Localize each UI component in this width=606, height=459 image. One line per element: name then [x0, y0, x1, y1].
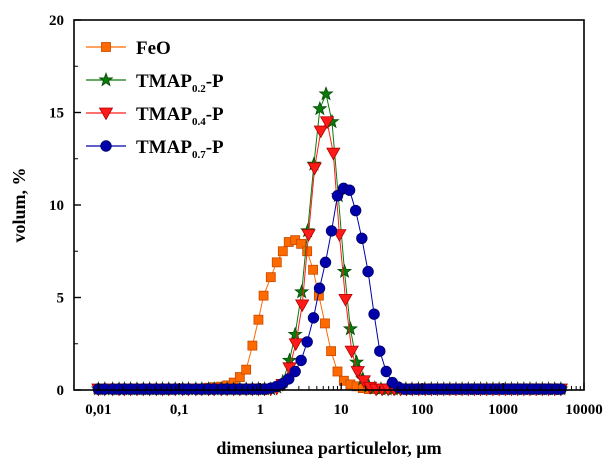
legend-label: TMAP0.2-P [136, 71, 224, 95]
series-layer [90, 86, 569, 397]
data-point [342, 320, 358, 336]
data-point [312, 100, 328, 116]
y-axis-title: volum, % [9, 167, 29, 242]
ticks-layer: 0,01 0,1 1 10 100 1000 10000 0 5 10 15 20 [49, 13, 603, 418]
data-point [356, 232, 368, 245]
data-point [318, 86, 334, 101]
legend-label: TMAP0.4-P [136, 104, 224, 128]
data-point [283, 373, 295, 385]
data-point [343, 184, 356, 196]
data-point [368, 308, 380, 320]
data-point [374, 345, 386, 357]
data-point [296, 238, 307, 249]
data-point [295, 299, 310, 313]
x-tick-label: 1 [256, 402, 264, 418]
x-tick-label: 10 [334, 402, 349, 418]
data-point [307, 312, 320, 324]
data-point [320, 318, 330, 329]
data-point [344, 345, 359, 359]
y-tick-label: 10 [49, 198, 64, 214]
legend-marker [98, 72, 114, 87]
data-point [555, 383, 567, 395]
series-line [98, 187, 562, 390]
legend: FeO TMAP0.2-P TMAP0.4-P TMAP0.7-P [86, 38, 224, 161]
data-point [287, 326, 303, 341]
legend-label: FeO [136, 38, 171, 59]
data-point [313, 125, 328, 139]
legend-marker [98, 107, 114, 121]
legend-entry: FeO [86, 38, 171, 59]
data-point [301, 336, 313, 348]
data-point [288, 338, 303, 352]
data-point [349, 354, 365, 369]
data-point [325, 225, 338, 237]
data-point [313, 282, 326, 294]
data-point [265, 272, 276, 283]
data-point [308, 264, 319, 275]
data-point [380, 365, 392, 378]
data-point [294, 283, 310, 299]
data-point [338, 293, 353, 307]
legend-entry: TMAP0.7-P [86, 137, 224, 161]
data-point [307, 162, 322, 176]
legend-marker [100, 140, 112, 152]
legend-entry: TMAP0.2-P [86, 71, 224, 95]
data-point [289, 365, 301, 378]
data-point [356, 375, 371, 389]
data-point [253, 314, 264, 325]
y-tick-label: 0 [57, 383, 65, 399]
data-point [319, 116, 335, 130]
data-point [350, 366, 365, 379]
data-point [301, 229, 316, 242]
data-point [362, 265, 374, 278]
x-tick-label: 10000 [565, 402, 603, 418]
x-axis-title: dimensiunea particulelor, µm [216, 438, 441, 458]
data-point [271, 257, 282, 268]
data-point [277, 246, 288, 257]
data-point [336, 263, 353, 279]
x-tick-label: 1000 [488, 402, 518, 418]
series-tmap-07 [92, 182, 567, 395]
y-tick-label: 5 [57, 291, 65, 307]
legend-label: TMAP0.7-P [136, 137, 224, 161]
data-point [319, 256, 332, 269]
data-point [326, 346, 336, 357]
legend-entry: TMAP0.4-P [86, 104, 224, 128]
data-point [331, 190, 344, 202]
data-point [258, 290, 269, 301]
y-tick-label: 20 [49, 13, 64, 29]
x-tick-label: 0,1 [170, 402, 189, 418]
data-point [326, 147, 341, 161]
data-point [247, 340, 258, 351]
x-tick-label: 0,01 [85, 402, 111, 418]
x-tick-label: 100 [411, 402, 434, 418]
data-point [295, 354, 307, 367]
data-point [349, 204, 362, 217]
y-tick-label: 15 [49, 106, 64, 122]
data-point [241, 364, 252, 375]
data-point [332, 366, 343, 377]
legend-marker [101, 42, 111, 52]
